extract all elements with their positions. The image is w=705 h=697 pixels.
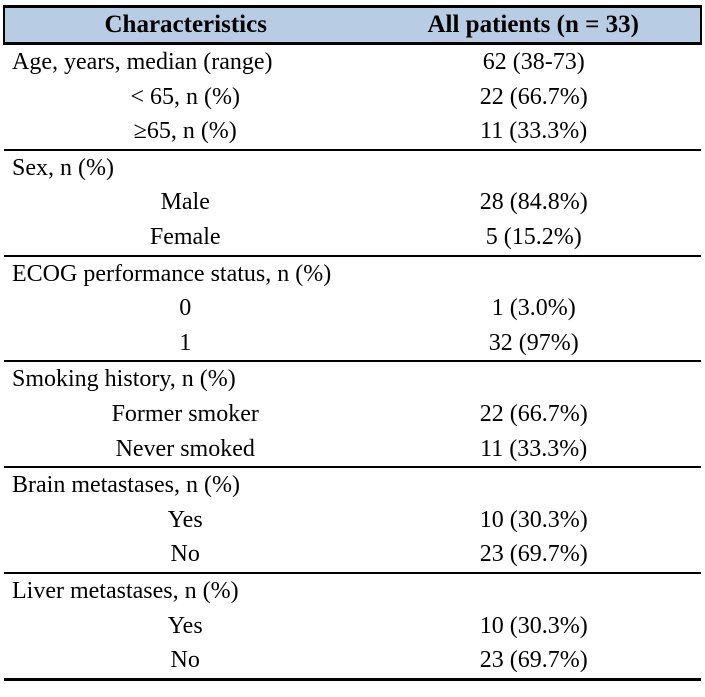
table-row: Female 5 (15.2%) xyxy=(4,220,701,256)
row-value: 10 (30.3%) xyxy=(479,506,588,533)
table-row: Brain metastases, n (%) xyxy=(4,466,701,503)
row-value: 22 (66.7%) xyxy=(479,83,588,110)
row-value xyxy=(366,254,701,292)
row-label: No xyxy=(170,541,200,568)
row-value: 22 (66.7%) xyxy=(479,401,588,428)
table-row: Male 28 (84.8%) xyxy=(4,185,701,220)
row-label: Male xyxy=(160,189,210,216)
row-value xyxy=(366,148,701,186)
row-label: No xyxy=(4,643,367,681)
table-row: 1 32 (97%) xyxy=(4,326,701,362)
table-row: No 23 (69.7%) xyxy=(4,537,701,573)
row-label: Yes xyxy=(167,506,203,533)
row-label: Former smoker xyxy=(111,401,259,428)
row-value: 11 (33.3%) xyxy=(480,118,588,145)
row-value: 10 (30.3%) xyxy=(479,612,588,639)
characteristics-table: Characteristics All patients (n = 33) Ag… xyxy=(2,5,702,681)
row-value xyxy=(366,466,701,503)
table-row: Smoking history, n (%) xyxy=(4,360,701,397)
row-label: Female xyxy=(149,224,221,251)
table-header-row: Characteristics All patients (n = 33) xyxy=(2,5,702,45)
table-row: Never smoked 11 (33.3%) xyxy=(4,432,701,468)
row-label: Sex, n (%) xyxy=(4,148,367,186)
row-label: Liver metastases, n (%) xyxy=(4,571,367,609)
row-value: 11 (33.3%) xyxy=(480,435,588,462)
row-value: 23 (69.7%) xyxy=(479,541,588,568)
header-cell-all-patients: All patients (n = 33) xyxy=(366,5,702,45)
row-label: 1 xyxy=(179,329,192,356)
row-value: 23 (69.7%) xyxy=(366,643,701,681)
row-label: ECOG performance status, n (%) xyxy=(4,254,367,292)
row-label: Smoking history, n (%) xyxy=(4,360,367,397)
table-row: No 23 (69.7%) xyxy=(4,643,701,681)
row-label: 0 xyxy=(179,295,192,322)
table-row: Liver metastases, n (%) xyxy=(4,571,701,609)
row-value: 5 (15.2%) xyxy=(485,224,582,251)
header-cell-characteristics: Characteristics xyxy=(2,5,367,45)
table-row: ≥65, n (%) 11 (33.3%) xyxy=(4,114,701,150)
row-value: 62 (38-73) xyxy=(482,49,585,76)
table-row: 0 1 (3.0%) xyxy=(4,291,701,326)
row-label: Brain metastases, n (%) xyxy=(4,466,367,503)
row-label: < 65, n (%) xyxy=(130,83,240,110)
table-row: < 65, n (%) 22 (66.7%) xyxy=(4,80,701,115)
table-row: Age, years, median (range) 62 (38-73) xyxy=(4,44,701,80)
table-row: ECOG performance status, n (%) xyxy=(4,254,701,292)
row-label: Age, years, median (range) xyxy=(12,49,273,76)
row-label: Never smoked xyxy=(115,435,255,462)
row-value: 32 (97%) xyxy=(488,329,579,356)
row-value: 1 (3.0%) xyxy=(491,295,576,322)
row-value xyxy=(366,571,701,609)
row-label: ≥65, n (%) xyxy=(133,118,237,145)
row-label: Yes xyxy=(167,612,203,639)
table-row: Former smoker 22 (66.7%) xyxy=(4,397,701,432)
table-row: Yes 10 (30.3%) xyxy=(4,609,701,644)
table-row: Yes 10 (30.3%) xyxy=(4,503,701,538)
row-value: 28 (84.8%) xyxy=(479,189,588,216)
table-row: Sex, n (%) xyxy=(4,148,701,186)
row-value xyxy=(366,360,701,397)
